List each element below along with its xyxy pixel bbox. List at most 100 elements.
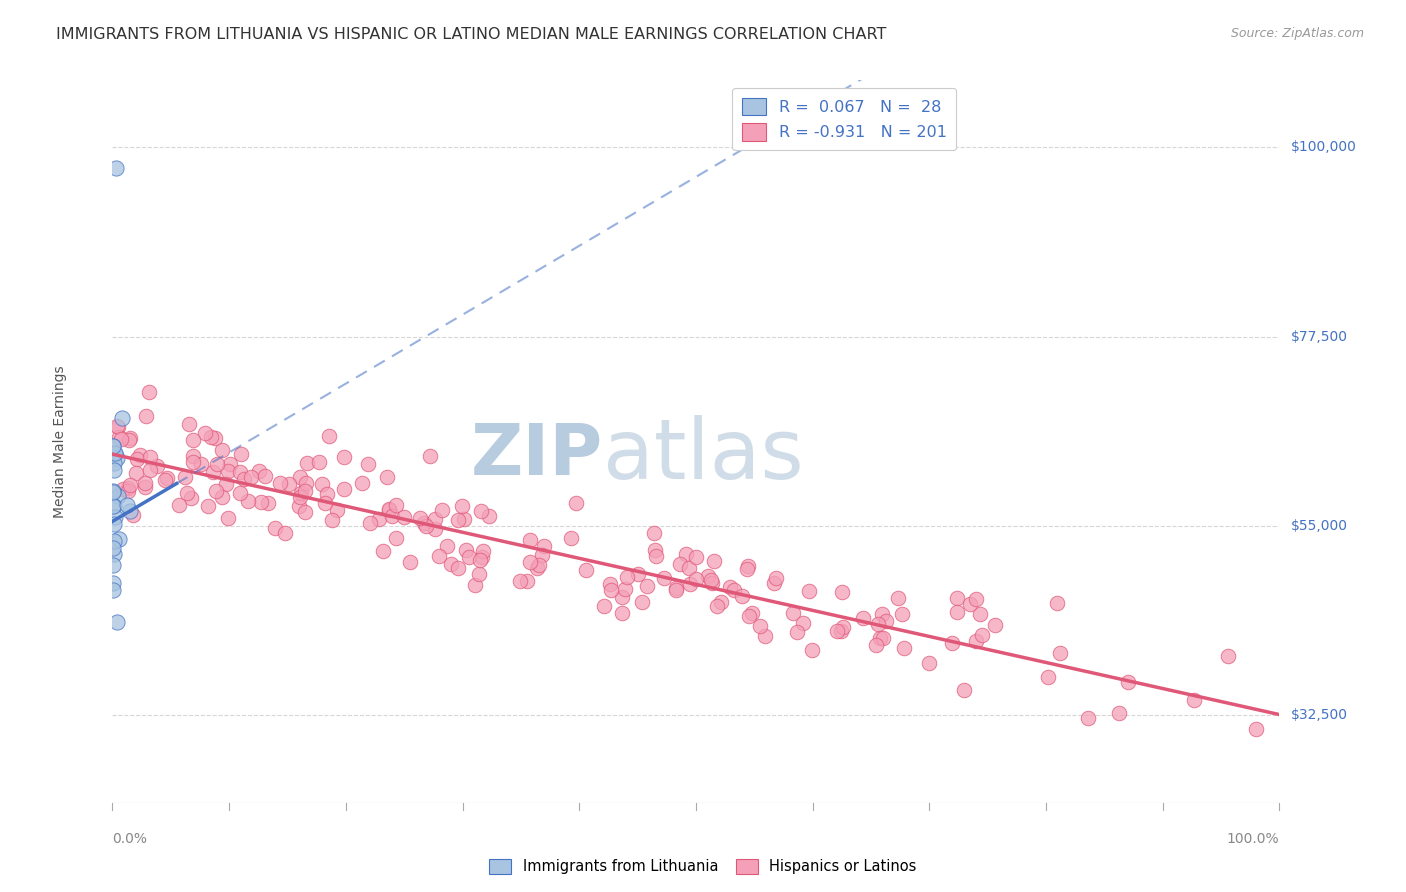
Point <box>357 457 380 471</box>
Text: $100,000: $100,000 <box>1291 141 1357 154</box>
Point <box>702 576 724 591</box>
Point <box>101 484 124 499</box>
Point <box>630 595 652 609</box>
Point <box>652 571 675 585</box>
Point <box>155 473 177 487</box>
Point <box>1244 722 1267 736</box>
Point <box>104 447 127 461</box>
Point <box>392 510 415 524</box>
Point <box>217 510 239 524</box>
Point <box>737 559 759 574</box>
Point <box>183 434 205 448</box>
Point <box>754 629 776 643</box>
Point <box>782 606 804 620</box>
Point <box>1049 646 1071 660</box>
Point <box>104 161 127 176</box>
Point <box>107 490 129 504</box>
Point <box>408 511 430 525</box>
Point <box>103 499 125 513</box>
Point <box>869 631 891 645</box>
Point <box>941 636 963 650</box>
Point <box>969 607 991 621</box>
Point <box>385 498 408 512</box>
Point <box>314 495 336 509</box>
Point <box>946 591 969 605</box>
Text: Source: ZipAtlas.com: Source: ZipAtlas.com <box>1230 27 1364 40</box>
Point <box>675 547 697 561</box>
Point <box>710 595 733 609</box>
Point <box>103 456 125 470</box>
Point <box>870 607 893 621</box>
Point <box>984 617 1007 632</box>
Point <box>413 516 436 531</box>
Point <box>200 430 222 444</box>
Point <box>1036 670 1059 684</box>
Point <box>134 480 156 494</box>
Point <box>456 543 478 558</box>
Point <box>471 550 494 565</box>
Point <box>190 457 212 471</box>
Point <box>685 549 707 564</box>
Point <box>134 475 156 490</box>
Point <box>529 558 551 572</box>
Point <box>101 575 124 590</box>
Point <box>253 468 276 483</box>
Point <box>211 443 233 458</box>
Point <box>627 567 650 582</box>
Point <box>965 633 987 648</box>
Point <box>453 512 475 526</box>
Point <box>146 458 169 473</box>
Point <box>269 475 291 490</box>
Point <box>139 463 162 477</box>
Point <box>718 580 741 594</box>
Point <box>204 431 226 445</box>
Point <box>852 611 875 625</box>
Text: IMMIGRANTS FROM LITHUANIA VS HISPANIC OR LATINO MEDIAN MALE EARNINGS CORRELATION: IMMIGRANTS FROM LITHUANIA VS HISPANIC OR… <box>56 27 887 42</box>
Point <box>295 476 318 491</box>
Point <box>399 555 422 569</box>
Point <box>205 457 228 471</box>
Point <box>564 496 586 510</box>
Point <box>103 541 125 556</box>
Text: atlas: atlas <box>603 416 803 497</box>
Point <box>612 590 634 604</box>
Point <box>294 505 316 519</box>
Point <box>614 582 637 596</box>
Point <box>326 503 349 517</box>
Point <box>447 513 470 527</box>
Point <box>678 560 700 574</box>
Point <box>105 615 128 630</box>
Point <box>129 448 152 462</box>
Legend: Immigrants from Lithuania, Hispanics or Latinos: Immigrants from Lithuania, Hispanics or … <box>484 853 922 880</box>
Point <box>352 475 374 490</box>
Point <box>173 470 195 484</box>
Point <box>247 464 270 478</box>
Point <box>377 503 399 517</box>
Point <box>229 465 252 479</box>
Point <box>516 574 538 588</box>
Point <box>786 624 808 639</box>
Point <box>1077 711 1099 725</box>
Point <box>321 513 343 527</box>
Point <box>103 516 125 531</box>
Text: Median Male Earnings: Median Male Earnings <box>53 365 67 518</box>
Point <box>318 429 340 443</box>
Point <box>468 553 491 567</box>
Point <box>415 519 437 533</box>
Point <box>378 501 401 516</box>
Point <box>138 384 160 399</box>
Text: $77,500: $77,500 <box>1291 329 1347 343</box>
Point <box>1216 648 1239 663</box>
Point <box>125 467 148 481</box>
Point <box>101 582 124 597</box>
Point <box>294 483 316 498</box>
Text: 100.0%: 100.0% <box>1227 832 1279 847</box>
Point <box>887 591 910 606</box>
Point <box>101 500 124 514</box>
Point <box>107 420 129 434</box>
Point <box>685 572 707 586</box>
Point <box>946 605 969 619</box>
Point <box>440 558 463 572</box>
Legend: R =  0.067   N =  28, R = -0.931   N = 201: R = 0.067 N = 28, R = -0.931 N = 201 <box>733 88 956 150</box>
Point <box>703 554 725 568</box>
